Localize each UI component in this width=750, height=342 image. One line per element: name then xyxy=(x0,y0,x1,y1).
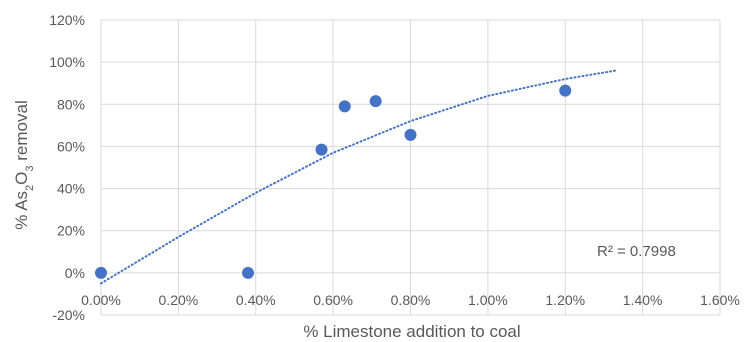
y-tick-label: 20% xyxy=(57,223,85,239)
data-point xyxy=(242,266,255,279)
y-axis-title-part: removal xyxy=(12,100,31,165)
y-tick-labels: -20% 0% 20% 40% 60% 80% 100% 120% xyxy=(49,12,85,323)
y-tick-label: 120% xyxy=(49,12,85,28)
r-squared-annotation: R² = 0.7998 xyxy=(597,243,676,260)
x-tick-label: 1.40% xyxy=(623,292,663,308)
y-axis-title-part: O xyxy=(12,172,31,185)
y-tick-label: 0% xyxy=(65,265,85,281)
y-tick-label: -20% xyxy=(52,307,85,323)
y-axis-title-subscript: 2 xyxy=(24,185,36,191)
y-axis-title-subscript: 3 xyxy=(24,165,36,171)
y-tick-label: 60% xyxy=(57,138,85,154)
trendline-group xyxy=(100,69,617,285)
x-axis-title: % Limestone addition to coal xyxy=(303,322,520,341)
x-tick-label: 0.80% xyxy=(391,292,431,308)
data-point xyxy=(338,100,351,113)
y-tick-label: 40% xyxy=(57,181,85,197)
x-tick-label: 1.60% xyxy=(700,292,740,308)
x-tick-label: 0.20% xyxy=(159,292,199,308)
y-tick-label: 100% xyxy=(49,54,85,70)
data-point xyxy=(369,95,382,108)
data-point xyxy=(315,143,328,156)
x-tick-labels: 0.00% 0.20% 0.40% 0.60% 0.80% 1.00% 1.20% 1.40%… xyxy=(81,292,740,308)
x-tick-label: 1.20% xyxy=(545,292,585,308)
x-tick-label: 0.60% xyxy=(313,292,353,308)
y-axis-title: % As2O3 removal xyxy=(12,100,36,229)
data-point xyxy=(95,266,107,279)
y-tick-label: 80% xyxy=(57,96,85,112)
x-tick-label: 0.00% xyxy=(81,292,121,308)
trendline xyxy=(100,69,617,285)
data-point xyxy=(404,128,417,141)
y-axis-title-part: % As xyxy=(12,191,31,230)
gridlines xyxy=(100,19,721,316)
data-point xyxy=(559,84,572,97)
data-points xyxy=(95,84,572,279)
x-tick-label: 0.40% xyxy=(236,292,276,308)
x-tick-label: 1.00% xyxy=(468,292,508,308)
